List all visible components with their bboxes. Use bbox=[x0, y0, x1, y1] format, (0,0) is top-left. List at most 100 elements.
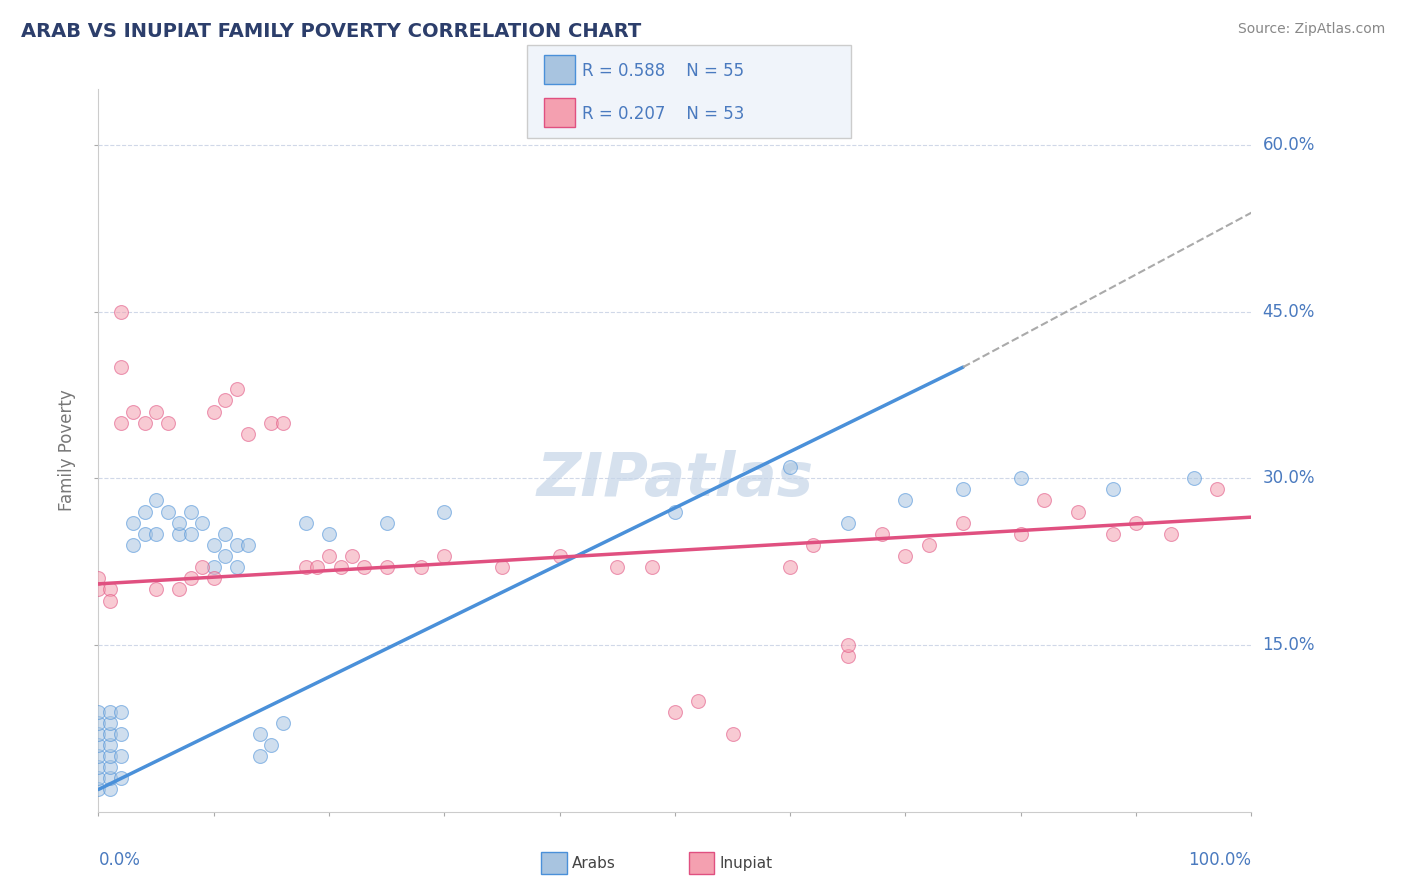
Point bbox=[110, 304, 132, 318]
Point bbox=[411, 560, 433, 574]
Point bbox=[202, 560, 225, 574]
Point bbox=[110, 416, 132, 430]
Point bbox=[952, 516, 974, 530]
Point bbox=[837, 638, 859, 652]
Point bbox=[295, 560, 318, 574]
Point bbox=[167, 516, 190, 530]
Point bbox=[156, 416, 179, 430]
Point bbox=[238, 426, 260, 441]
Point bbox=[98, 782, 121, 797]
Point bbox=[180, 505, 202, 519]
Point bbox=[87, 749, 110, 764]
Point bbox=[110, 705, 132, 719]
Point bbox=[1010, 471, 1032, 485]
Point bbox=[167, 582, 190, 597]
Text: 0.0%: 0.0% bbox=[98, 851, 141, 869]
Point bbox=[375, 560, 398, 574]
Point bbox=[271, 715, 294, 730]
Point bbox=[98, 582, 121, 597]
Point bbox=[1067, 505, 1090, 519]
Text: ARAB VS INUPIAT FAMILY POVERTY CORRELATION CHART: ARAB VS INUPIAT FAMILY POVERTY CORRELATI… bbox=[21, 22, 641, 41]
Point bbox=[145, 404, 167, 418]
Point bbox=[548, 549, 571, 563]
Point bbox=[318, 549, 340, 563]
Point bbox=[202, 538, 225, 552]
Point bbox=[134, 416, 156, 430]
Point bbox=[87, 782, 110, 797]
Point bbox=[98, 738, 121, 752]
Point bbox=[180, 571, 202, 585]
Point bbox=[917, 538, 939, 552]
Point bbox=[260, 416, 283, 430]
Point bbox=[122, 538, 145, 552]
Point bbox=[1160, 526, 1182, 541]
Point bbox=[87, 738, 110, 752]
Point bbox=[110, 360, 132, 375]
Point bbox=[110, 772, 132, 786]
Point bbox=[134, 505, 156, 519]
Point bbox=[606, 560, 628, 574]
Point bbox=[952, 483, 974, 497]
Point bbox=[191, 560, 214, 574]
Point bbox=[686, 693, 709, 707]
Point bbox=[894, 549, 917, 563]
Point bbox=[98, 760, 121, 774]
Point bbox=[872, 526, 894, 541]
Point bbox=[145, 582, 167, 597]
Point bbox=[664, 705, 686, 719]
Point bbox=[238, 538, 260, 552]
Point bbox=[87, 715, 110, 730]
Point bbox=[87, 772, 110, 786]
Text: 100.0%: 100.0% bbox=[1188, 851, 1251, 869]
Text: R = 0.207    N = 53: R = 0.207 N = 53 bbox=[582, 104, 744, 122]
Point bbox=[98, 749, 121, 764]
Point bbox=[353, 560, 375, 574]
Point bbox=[87, 705, 110, 719]
Point bbox=[98, 727, 121, 741]
Point bbox=[110, 749, 132, 764]
Text: R = 0.588    N = 55: R = 0.588 N = 55 bbox=[582, 62, 744, 79]
Point bbox=[249, 749, 271, 764]
Point bbox=[214, 526, 236, 541]
Point bbox=[98, 715, 121, 730]
Point bbox=[329, 560, 352, 574]
Point bbox=[167, 526, 190, 541]
Point bbox=[433, 549, 456, 563]
Point bbox=[837, 516, 859, 530]
Point bbox=[225, 560, 247, 574]
Point bbox=[87, 760, 110, 774]
Point bbox=[98, 705, 121, 719]
Point bbox=[202, 571, 225, 585]
Point bbox=[260, 738, 283, 752]
Point bbox=[202, 404, 225, 418]
Point bbox=[307, 560, 329, 574]
Point bbox=[664, 505, 686, 519]
Point bbox=[249, 727, 271, 741]
Point bbox=[721, 727, 744, 741]
Point bbox=[122, 516, 145, 530]
Point bbox=[837, 649, 859, 664]
Point bbox=[641, 560, 664, 574]
Point bbox=[156, 505, 179, 519]
Text: ZIPatlas: ZIPatlas bbox=[536, 450, 814, 508]
Point bbox=[191, 516, 214, 530]
Point bbox=[1205, 483, 1227, 497]
Point bbox=[801, 538, 824, 552]
Point bbox=[318, 526, 340, 541]
Point bbox=[340, 549, 363, 563]
Text: 15.0%: 15.0% bbox=[1263, 636, 1315, 654]
Point bbox=[98, 593, 121, 607]
Text: Arabs: Arabs bbox=[572, 856, 616, 871]
Point bbox=[295, 516, 318, 530]
Point bbox=[894, 493, 917, 508]
Point bbox=[375, 516, 398, 530]
Point bbox=[214, 393, 236, 408]
Point bbox=[145, 493, 167, 508]
Text: 60.0%: 60.0% bbox=[1263, 136, 1315, 153]
Point bbox=[87, 727, 110, 741]
Point bbox=[225, 538, 247, 552]
Point bbox=[225, 382, 247, 396]
Point bbox=[1032, 493, 1054, 508]
Point bbox=[1102, 483, 1125, 497]
Point bbox=[98, 772, 121, 786]
